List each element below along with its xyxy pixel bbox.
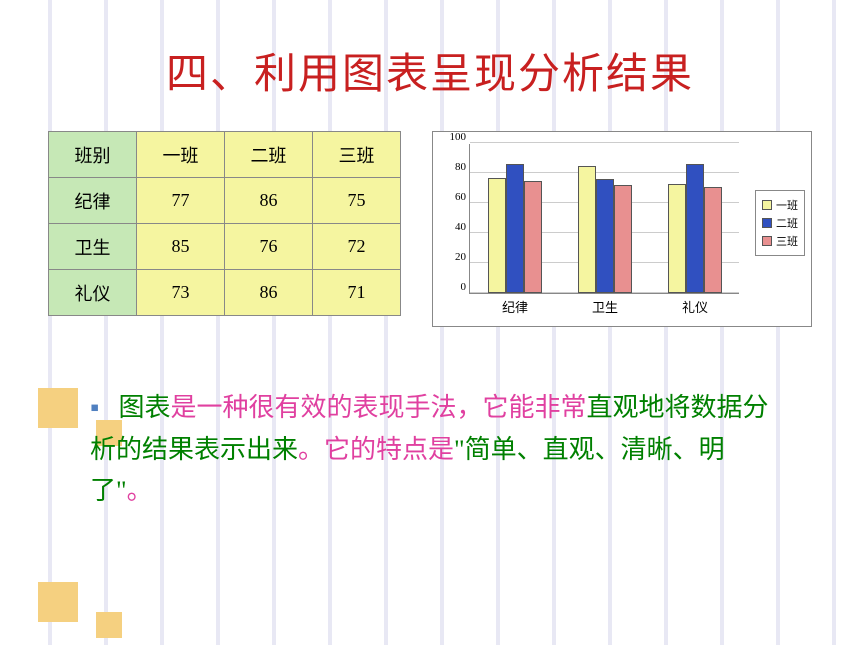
legend-label: 三班 [776, 233, 798, 249]
table-cell: 75 [313, 178, 401, 224]
y-axis-label: 40 [455, 221, 470, 233]
table-cell: 77 [137, 178, 225, 224]
description-paragraph: ▪ 图表是一种很有效的表现手法，它能非常直观地将数据分析的结果表示出来。它的特点… [0, 327, 860, 512]
y-axis-label: 60 [455, 191, 470, 203]
table-cell: 71 [313, 270, 401, 316]
chart-bar [704, 187, 722, 294]
legend-swatch [762, 218, 772, 228]
text-segment: 是一种很有效的表现手法，它能非常 [171, 393, 587, 422]
table-cell: 86 [225, 178, 313, 224]
table-cell: 86 [225, 270, 313, 316]
data-table: 班别一班二班三班纪律778675 卫生857672 礼仪738671 [48, 131, 401, 316]
y-axis-label: 100 [450, 131, 471, 143]
table-cell: 76 [225, 224, 313, 270]
x-axis-label: 礼仪 [682, 293, 708, 316]
x-axis-label: 卫生 [592, 293, 618, 316]
legend-item: 一班 [762, 197, 798, 213]
x-axis-label: 纪律 [502, 293, 528, 316]
y-axis-label: 20 [455, 251, 470, 263]
chart-bar [578, 166, 596, 294]
text-segment: 。 [127, 476, 153, 505]
table-row-header: 纪律 [49, 178, 137, 224]
decor-square [38, 582, 78, 622]
table-col-header: 二班 [225, 132, 313, 178]
table-row-header: 礼仪 [49, 270, 137, 316]
decor-square [96, 612, 122, 638]
legend-item: 三班 [762, 233, 798, 249]
bar-chart: 0 20 40 60 80 100 纪律 卫生 礼仪 一班二班三班 [432, 131, 812, 327]
y-axis-label: 0 [461, 281, 471, 293]
chart-bar [614, 185, 632, 293]
table-corner: 班别 [49, 132, 137, 178]
chart-bar [524, 181, 542, 294]
table-row-header: 卫生 [49, 224, 137, 270]
chart-bar [506, 164, 524, 293]
y-axis-label: 80 [455, 161, 470, 173]
legend-label: 一班 [776, 197, 798, 213]
chart-bar [686, 164, 704, 293]
bullet-icon: ▪ [90, 387, 112, 429]
legend-label: 二班 [776, 215, 798, 231]
table-cell: 72 [313, 224, 401, 270]
legend-item: 二班 [762, 215, 798, 231]
chart-legend: 一班二班三班 [755, 190, 805, 256]
chart-bar [488, 178, 506, 294]
table-cell: 85 [137, 224, 225, 270]
table-col-header: 一班 [137, 132, 225, 178]
text-segment: 。它的特点是 [298, 435, 454, 464]
slide-title: 四、利用图表呈现分析结果 [0, 0, 860, 101]
chart-bar [668, 184, 686, 294]
legend-swatch [762, 236, 772, 246]
content-row: 班别一班二班三班纪律778675卫生857672礼仪738671 0204060… [0, 101, 860, 327]
chart-bar [596, 179, 614, 293]
text-segment: 图表 [119, 393, 171, 422]
table-col-header: 三班 [313, 132, 401, 178]
legend-swatch [762, 200, 772, 210]
table-cell: 73 [137, 270, 225, 316]
